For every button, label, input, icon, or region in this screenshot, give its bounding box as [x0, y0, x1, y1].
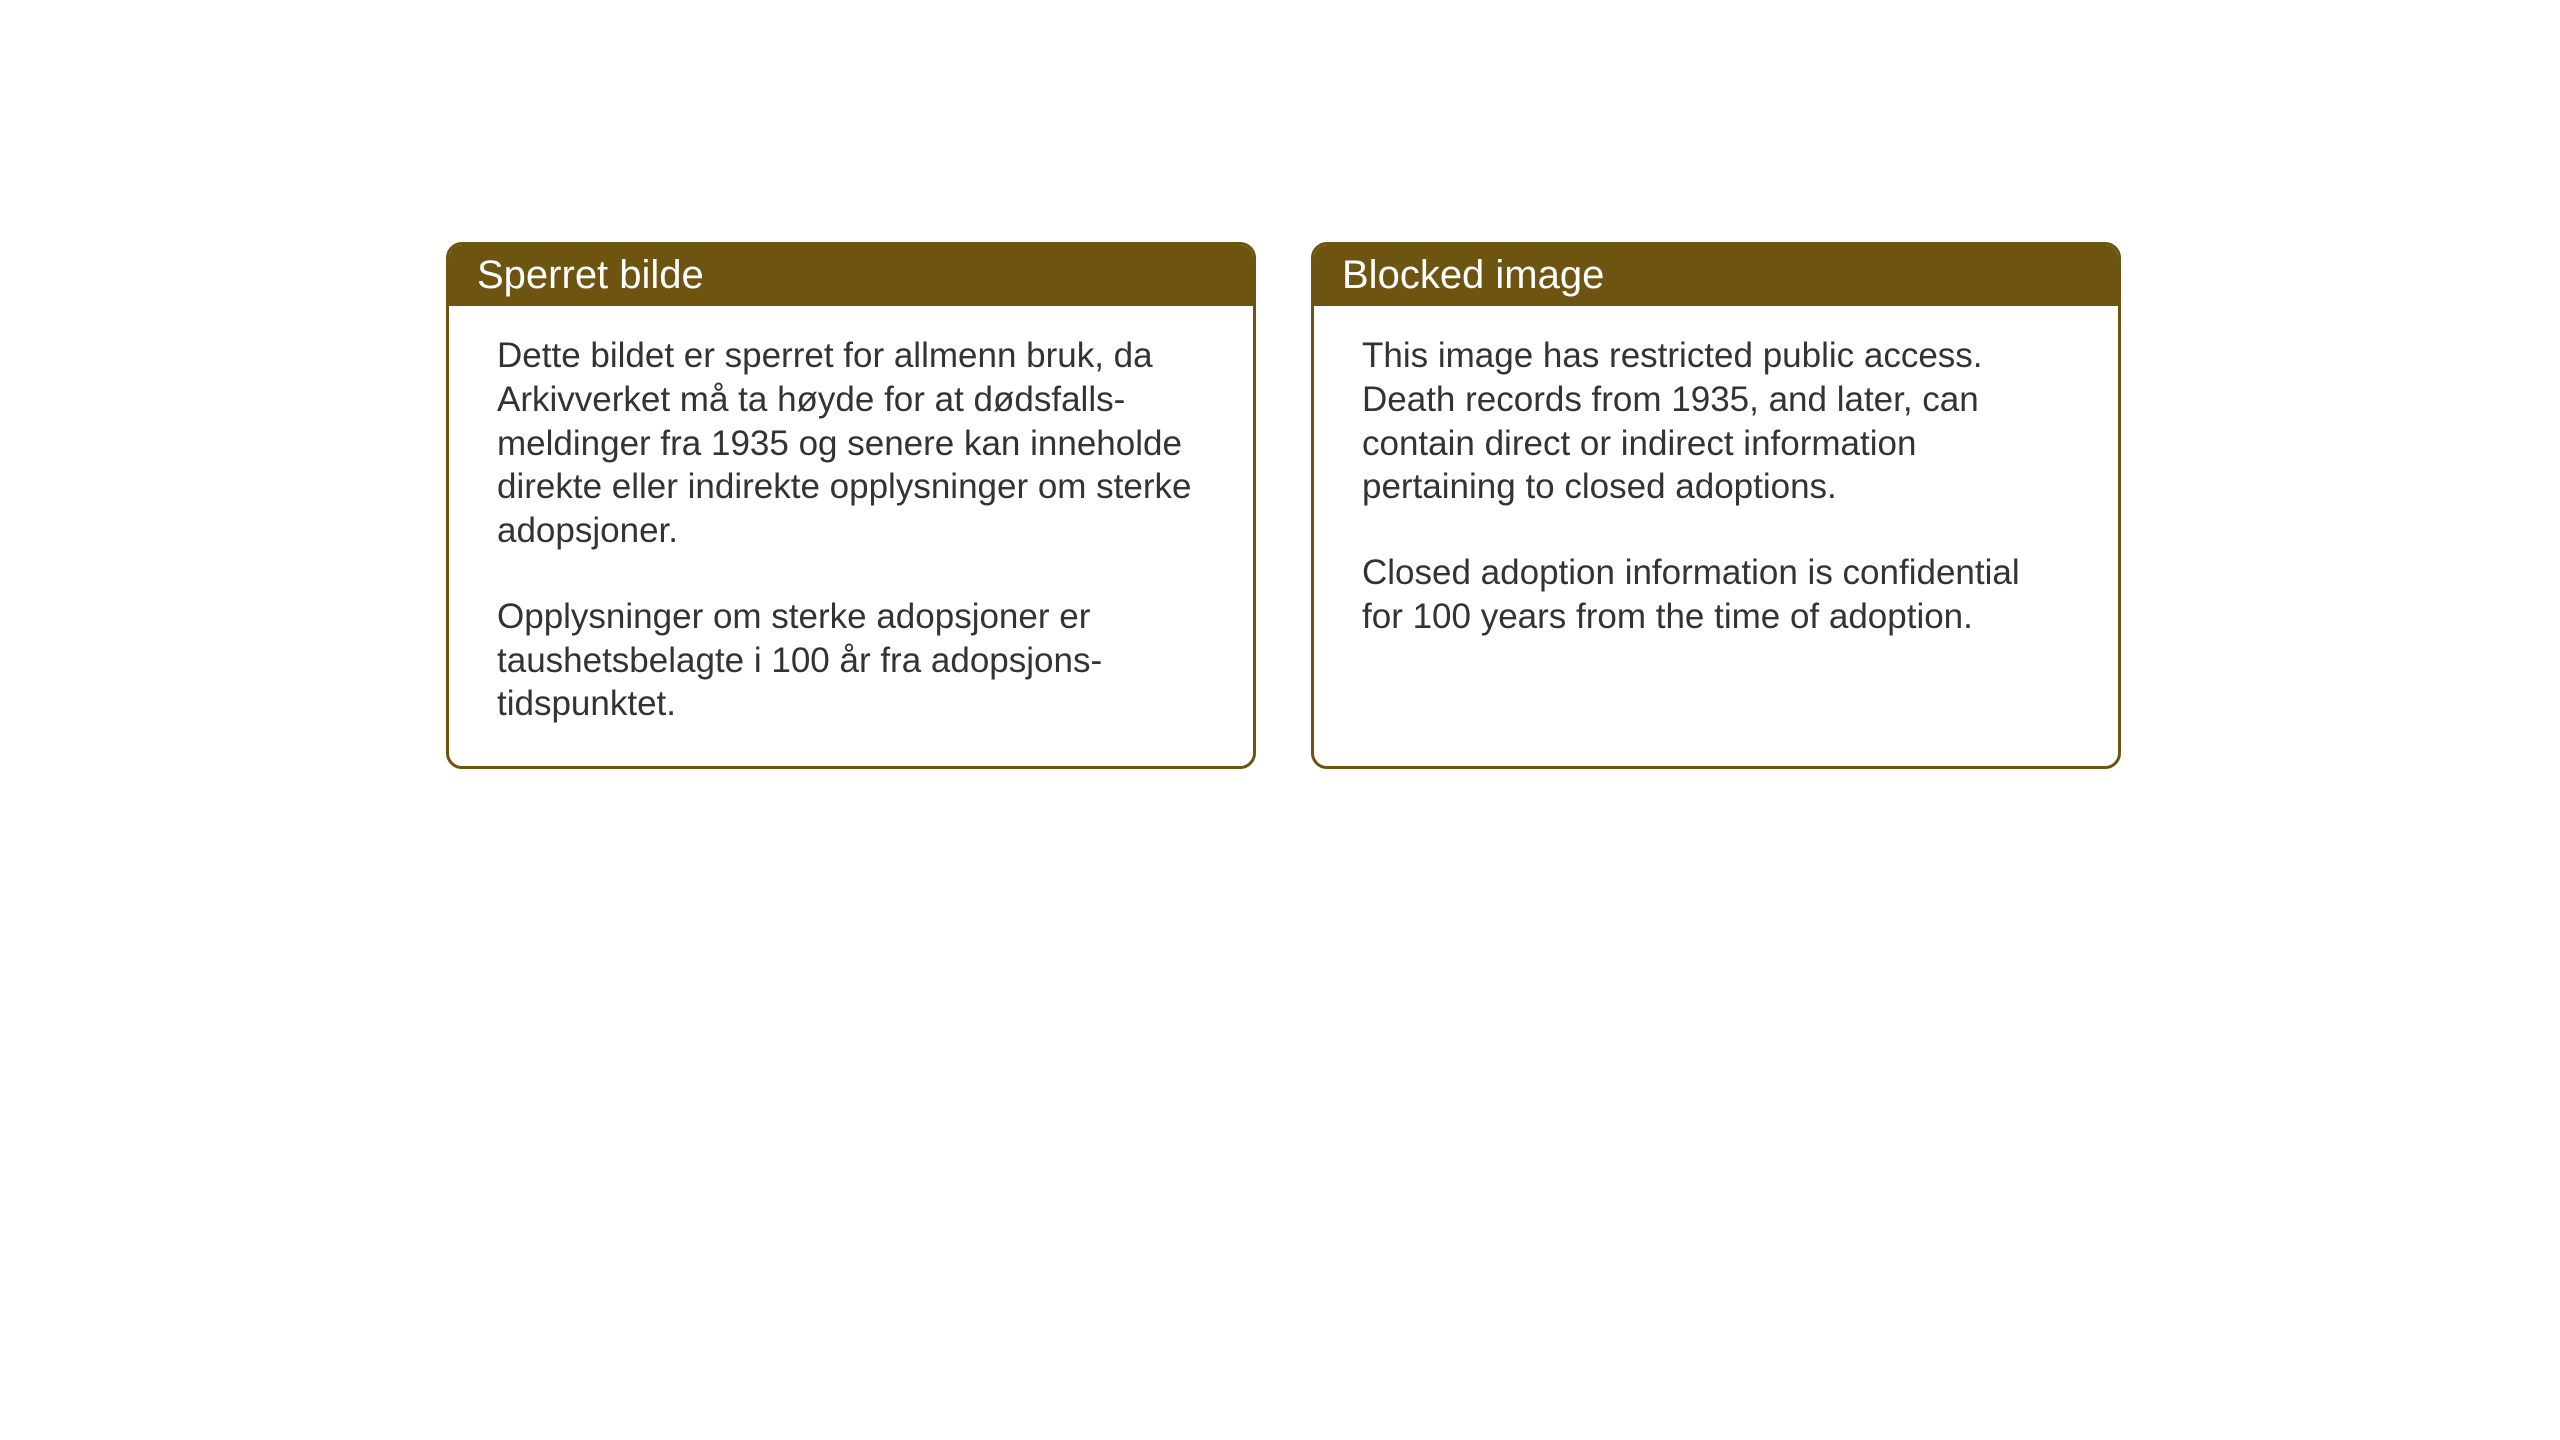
notice-paragraph-2-english: Closed adoption information is confident… [1362, 551, 2070, 639]
notice-paragraph-1-english: This image has restricted public access.… [1362, 334, 2070, 509]
notice-header-norwegian: Sperret bilde [449, 245, 1253, 306]
notice-paragraph-2-norwegian: Opplysninger om sterke adopsjoner er tau… [497, 595, 1205, 726]
notice-header-english: Blocked image [1314, 245, 2118, 306]
notice-paragraph-1-norwegian: Dette bildet er sperret for allmenn bruk… [497, 334, 1205, 553]
notice-container: Sperret bilde Dette bildet er sperret fo… [446, 242, 2121, 769]
notice-body-norwegian: Dette bildet er sperret for allmenn bruk… [449, 306, 1253, 766]
notice-title-english: Blocked image [1342, 253, 1604, 297]
notice-body-english: This image has restricted public access.… [1314, 306, 2118, 679]
notice-box-english: Blocked image This image has restricted … [1311, 242, 2121, 769]
notice-title-norwegian: Sperret bilde [477, 253, 704, 297]
notice-box-norwegian: Sperret bilde Dette bildet er sperret fo… [446, 242, 1256, 769]
